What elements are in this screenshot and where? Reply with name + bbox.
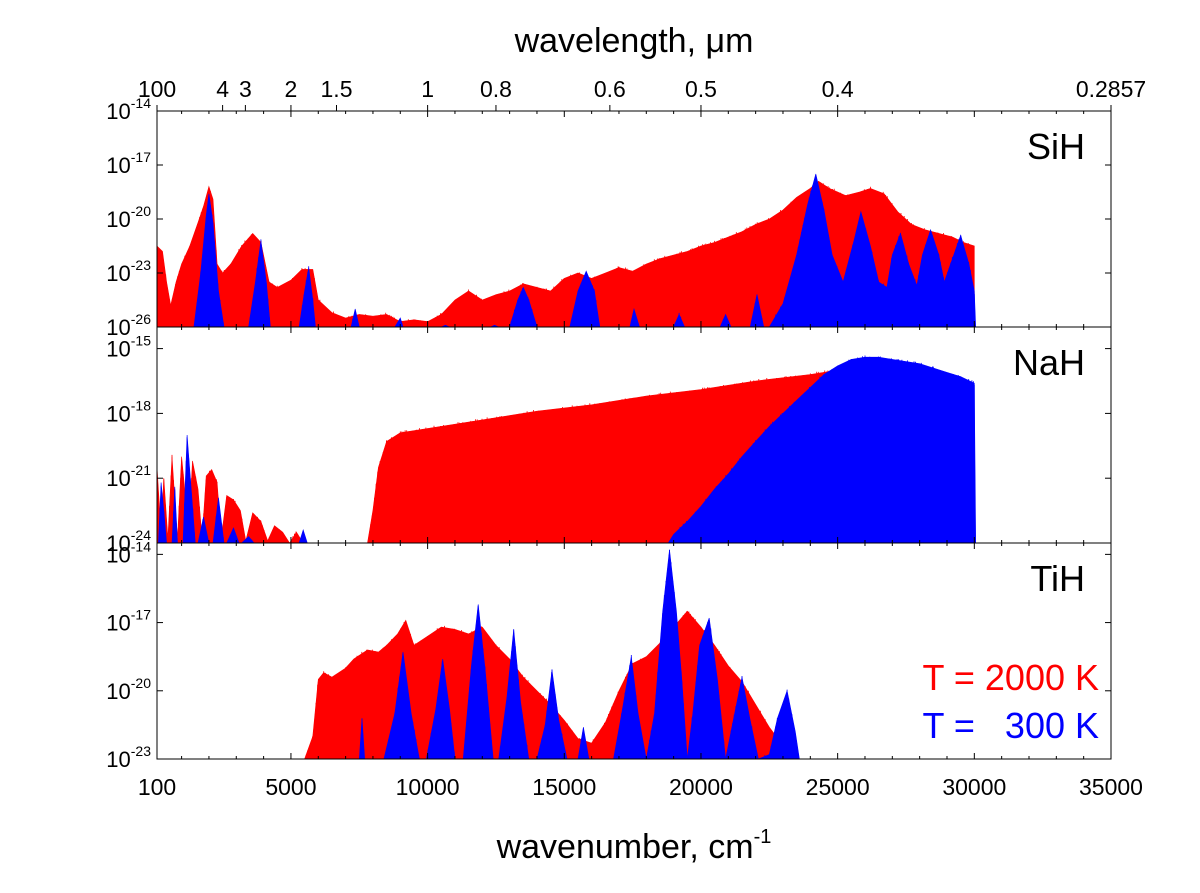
- y-tick-label: 10-14: [106, 95, 151, 124]
- y-tick-base: 10: [106, 153, 130, 178]
- y-tick-base: 10: [106, 542, 130, 567]
- y-tick-label: 10-26: [106, 311, 151, 340]
- y-tick-label: 10-20: [106, 203, 151, 232]
- y-tick-base: 10: [106, 679, 130, 704]
- y-tick-base: 10: [106, 401, 130, 426]
- panel-tih-frame: [156, 542, 1112, 760]
- x-axis-label-text: wavenumber, cm: [496, 828, 754, 866]
- y-tick-exponent: -20: [131, 675, 151, 691]
- y-tick-exponent: -17: [131, 607, 151, 623]
- y-tick-exponent: -23: [131, 257, 151, 273]
- panel-sih-label: SiH: [1027, 126, 1085, 167]
- y-tick-exponent: -20: [131, 203, 151, 219]
- y-tick-base: 10: [106, 99, 130, 124]
- panel-tih-plot: [304, 549, 800, 759]
- y-tick-exponent: -15: [131, 333, 151, 349]
- y-tick-label: 10-20: [106, 675, 151, 704]
- x2-tick-label: 3: [239, 76, 252, 102]
- y-tick-label: 10-23: [106, 257, 151, 286]
- x2-tick-label: 0.8: [480, 76, 512, 102]
- x-axis-label: wavenumber, cm-1: [496, 826, 772, 866]
- x2-axis-label: wavelength, μm: [514, 22, 754, 60]
- legend-entry: T = 300 K: [923, 705, 1099, 746]
- x2-tick-label: 0.2857: [1076, 76, 1146, 102]
- panel-tih-label: TiH: [1030, 558, 1085, 599]
- y-tick-exponent: -26: [131, 311, 151, 327]
- panel-nah-label: NaH: [1013, 342, 1085, 383]
- x-tick-label: 5000: [265, 774, 316, 800]
- x-tick-label: 100: [138, 774, 176, 800]
- y-tick-exponent: -17: [131, 149, 151, 165]
- y-tick-label: 10-17: [106, 607, 151, 636]
- x2-tick-label: 1.5: [321, 76, 353, 102]
- y-tick-base: 10: [106, 611, 130, 636]
- series-nah-t300-lines: [159, 355, 975, 543]
- y-tick-exponent: -14: [131, 95, 151, 111]
- y-tick-base: 10: [106, 315, 130, 340]
- series-sih-t2000-lines: [157, 181, 974, 327]
- legend-entry: T = 2000 K: [923, 657, 1099, 698]
- x2-tick-label: 0.6: [594, 76, 626, 102]
- y-tick-label: 10-18: [106, 397, 151, 426]
- x2-tick-label: 1: [421, 76, 434, 102]
- y-tick-exponent: -18: [131, 397, 151, 413]
- series-nah-t300-area: [158, 356, 977, 543]
- x-tick-label: 15000: [532, 774, 596, 800]
- x-tick-label: 35000: [1079, 774, 1143, 800]
- y-tick-base: 10: [106, 261, 130, 286]
- x2-tick-label: 4: [216, 76, 229, 102]
- x-tick-label: 10000: [396, 774, 460, 800]
- y-tick-base: 10: [106, 466, 130, 491]
- x2-tick-label: 100: [138, 76, 176, 102]
- series-sih-t300-lines: [195, 177, 975, 327]
- x-tick-label: 25000: [806, 774, 870, 800]
- y-tick-label: 10-15: [106, 333, 151, 362]
- y-tick-base: 10: [106, 207, 130, 232]
- x-tick-label: 20000: [669, 774, 733, 800]
- x2-tick-label: 0.4: [822, 76, 854, 102]
- x-tick-label: 30000: [942, 774, 1006, 800]
- y-tick-label: 10-17: [106, 149, 151, 178]
- y-tick-base: 10: [106, 531, 130, 556]
- x2-tick-label: 0.5: [685, 76, 717, 102]
- y-tick-label: 10-24: [106, 527, 151, 556]
- y-tick-label: 10-23: [106, 743, 151, 772]
- series-tih-t300-lines: [360, 549, 799, 759]
- x-axis-label-sup: -1: [754, 826, 772, 848]
- y-tick-exponent: -23: [131, 743, 151, 759]
- y-tick-base: 10: [106, 747, 130, 772]
- y-tick-label: 10-14: [106, 538, 151, 567]
- panel-nah-plot: [157, 355, 977, 543]
- y-tick-exponent: -24: [131, 527, 151, 543]
- y-tick-label: 10-21: [106, 462, 151, 491]
- y-tick-base: 10: [106, 337, 130, 362]
- panel-sih-plot: [157, 173, 977, 327]
- y-tick-exponent: -21: [131, 462, 151, 478]
- y-tick-exponent: -14: [131, 538, 151, 554]
- x2-tick-label: 2: [285, 76, 298, 102]
